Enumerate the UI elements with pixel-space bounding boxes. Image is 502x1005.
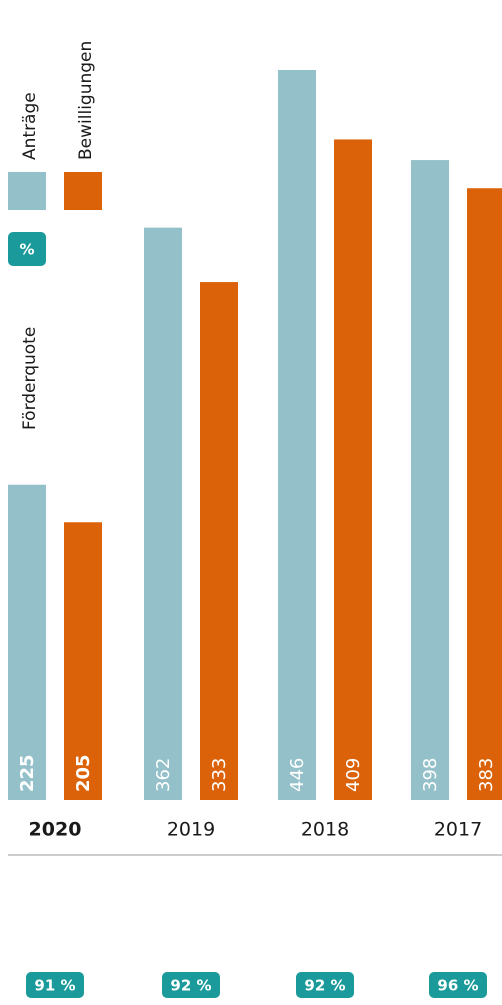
value-label: 225 [17,754,38,792]
bar [200,282,238,801]
rate-badge [296,972,354,998]
rate-label: 92 % [304,977,345,995]
x-tick-label: 2020 [29,819,82,841]
bar [467,188,502,801]
value-label: 409 [343,758,364,792]
x-tick-label: 2019 [167,819,215,841]
rate-badge [26,972,84,998]
value-label: 398 [420,758,441,792]
rate-symbol: % [19,241,34,259]
bar [411,160,449,800]
x-tick-label: 2018 [301,819,349,841]
value-label: 333 [209,758,230,792]
bar [144,227,182,801]
legend-label: Bewilligungen [76,41,96,160]
rate-badge [8,232,46,266]
rate-badge [162,972,220,998]
rate-label: 91 % [34,977,75,995]
rate-name: Förderquote [20,327,40,430]
value-label: 383 [476,758,497,792]
rate-badge [429,972,487,998]
value-label: 205 [73,754,94,792]
legend-swatch [64,172,102,210]
rate-label: 96 % [437,977,478,995]
legend-swatch [8,172,46,210]
bar [8,484,46,800]
value-label: 362 [153,758,174,792]
value-label: 446 [287,758,308,792]
x-tick-label: 2017 [434,819,482,841]
rate-label: 92 % [170,977,211,995]
legend-label: Anträge [20,92,40,160]
bar [334,139,372,800]
bar [64,522,102,800]
bar [278,70,316,800]
